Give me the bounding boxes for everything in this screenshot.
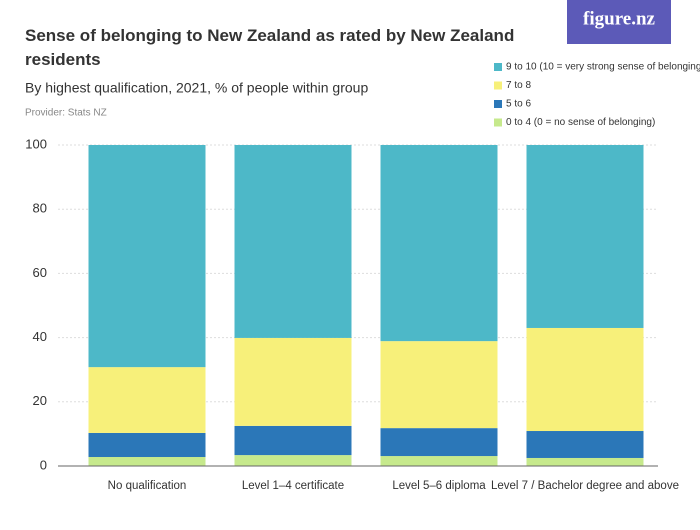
legend-swatch (494, 118, 502, 127)
legend-label: 0 to 4 (0 = no sense of belonging) (506, 117, 655, 128)
y-tick-label: 40 (33, 329, 47, 344)
chart-subtitle: By highest qualification, 2021, % of peo… (25, 80, 368, 96)
bar-segment (234, 337, 352, 426)
legend-swatch (494, 100, 502, 108)
bar-segment (526, 145, 644, 328)
bar-segment (234, 425, 352, 456)
bar-segment (88, 457, 206, 466)
y-tick-label: 60 (33, 265, 47, 280)
x-tick-label: Level 5–6 diploma (392, 480, 486, 492)
bar-segment (88, 145, 206, 368)
bar-segment (234, 455, 352, 466)
bar-segment (234, 145, 352, 338)
y-tick-label: 80 (33, 201, 47, 216)
legend-swatch (494, 81, 502, 90)
bar-segment (380, 456, 498, 466)
y-tick-label: 100 (25, 136, 47, 151)
bar-segment (380, 145, 498, 342)
x-tick-label: Level 1–4 certificate (242, 480, 344, 492)
provider: Provider: Stats NZ (25, 108, 107, 119)
chart-title: Sense of belonging to New Zealand as rat… (25, 26, 514, 69)
legend-label: 5 to 6 (506, 99, 531, 110)
y-tick-label: 20 (33, 393, 47, 408)
x-tick-label: Level 7 / Bachelor degree and above (491, 480, 679, 492)
logo-box (567, 0, 671, 44)
logo: figure.nz (583, 8, 656, 29)
bar-segment (380, 428, 498, 457)
bar-segment (88, 432, 206, 458)
legend-label: 7 to 8 (506, 80, 531, 91)
bar-segment (526, 457, 644, 466)
y-tick-label: 0 (40, 457, 47, 472)
bar-segment (88, 367, 206, 433)
bar-segment (526, 431, 644, 458)
bar-segment (380, 341, 498, 429)
bar-segment (526, 327, 644, 432)
legend-label: 9 to 10 (10 = very strong sense of belon… (506, 62, 700, 73)
x-tick-label: No qualification (108, 480, 187, 492)
legend-swatch (494, 63, 502, 71)
